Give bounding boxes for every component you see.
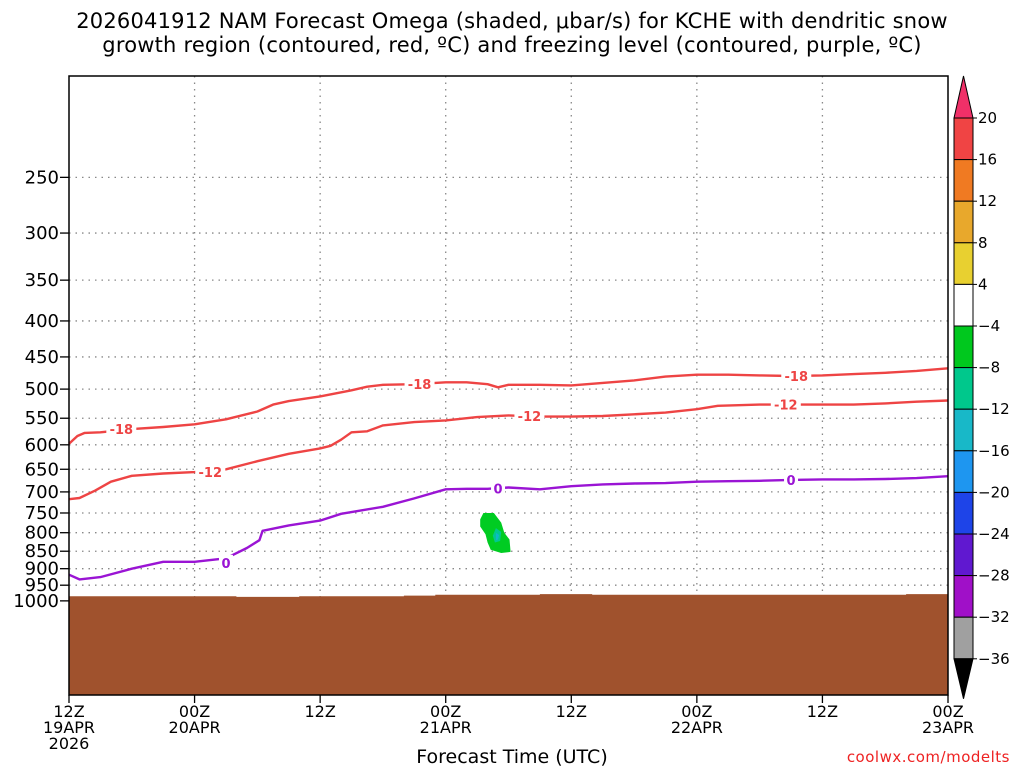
colorbar-segment xyxy=(953,200,974,244)
colorbar-label: −20 xyxy=(978,483,1010,501)
terrain-fill xyxy=(69,594,948,695)
y-tick-label: 250 xyxy=(25,167,59,188)
y-tick-label: 700 xyxy=(25,482,59,503)
contour-label-bg xyxy=(491,480,506,497)
y-tick-label: 300 xyxy=(25,223,59,244)
credit-text: coolwx.com/modelts xyxy=(846,748,1010,766)
colorbar-label: −12 xyxy=(978,400,1010,418)
colorbar-cap-bottom xyxy=(953,658,974,699)
x-tick-year: 2026 xyxy=(49,734,90,753)
x-tick-time: 12Z xyxy=(304,702,335,721)
x-tick-time: 12Z xyxy=(53,702,84,721)
y-tick-label: 600 xyxy=(25,435,59,456)
omega-shading xyxy=(480,513,511,553)
y-tick-label: 400 xyxy=(25,311,59,332)
x-tick-time: 00Z xyxy=(430,702,461,721)
colorbar-label: 4 xyxy=(978,275,988,293)
contour-labels: -18 -18 -18 -12 -12 -12 0 0 0 xyxy=(106,368,812,572)
x-tick-time: 00Z xyxy=(932,702,963,721)
y-tick-label: 950 xyxy=(25,575,59,596)
colorbar-segment xyxy=(953,491,974,535)
colorbar-label: −32 xyxy=(978,608,1010,626)
contour-label: 0 xyxy=(787,474,796,489)
contour-line-1 xyxy=(68,399,949,501)
colorbar-label: −4 xyxy=(978,317,1000,335)
x-tick-date: 23APR xyxy=(922,718,974,737)
x-tick-date: 21APR xyxy=(420,718,472,737)
colorbar-segment xyxy=(953,159,974,202)
y-tick-label: 850 xyxy=(25,541,59,562)
colorbar-cap-top xyxy=(953,75,974,119)
chart-title-line-1: 2026041912 NAM Forecast Omega (shaded, μ… xyxy=(76,9,948,33)
x-tick-date: 20APR xyxy=(169,718,221,737)
colorbar-label: 8 xyxy=(978,234,988,252)
colorbar-segment xyxy=(953,283,974,327)
x-tick-date: 19APR xyxy=(43,718,95,737)
x-tick-date: 22APR xyxy=(671,718,723,737)
colorbar-segment xyxy=(953,242,974,285)
contour-label: -12 xyxy=(518,410,542,425)
contour-label-bg xyxy=(781,368,812,385)
colorbar-label: −24 xyxy=(978,525,1010,543)
contour-line-0 xyxy=(68,367,949,445)
colorbar-segment xyxy=(953,117,974,161)
terrain xyxy=(69,594,948,695)
contour-label-bg xyxy=(404,376,435,393)
y-tick-label: 650 xyxy=(25,459,59,480)
colorbar-label: 12 xyxy=(978,192,997,210)
contour-label-bg xyxy=(195,464,226,481)
colorbar-segment xyxy=(953,616,974,660)
contour-label: -18 xyxy=(785,370,809,385)
contour-label: -18 xyxy=(110,423,134,438)
y-axis: 2503003504004505005506006507007508008509… xyxy=(13,167,69,612)
y-tick-label: 350 xyxy=(25,270,59,291)
colorbar-label: −16 xyxy=(978,442,1010,460)
x-axis-label: Forecast Time (UTC) xyxy=(416,746,608,768)
colorbar-label: 20 xyxy=(978,109,997,127)
x-tick-time: 12Z xyxy=(556,702,587,721)
x-tick-time: 00Z xyxy=(179,702,210,721)
contour-label-bg xyxy=(514,408,545,425)
colorbar-segment xyxy=(953,575,974,618)
colorbar-segment xyxy=(953,325,974,369)
contour-label: 0 xyxy=(221,557,230,572)
colorbar-segment xyxy=(953,408,974,452)
y-tick-label: 750 xyxy=(25,503,59,524)
y-tick-label: 500 xyxy=(25,379,59,400)
y-tick-label: 1000 xyxy=(13,591,59,612)
chart-title-line-2: growth region (contoured, red, ºC) and f… xyxy=(102,33,922,57)
contour-label: -18 xyxy=(408,378,432,393)
y-tick-label: 800 xyxy=(25,523,59,544)
colorbar-segment xyxy=(953,367,974,410)
contour-label-bg xyxy=(106,421,137,438)
plot-frame xyxy=(68,75,949,696)
colorbar-label: 16 xyxy=(978,151,997,169)
contour-label-bg xyxy=(784,471,799,488)
colorbar-segment xyxy=(953,450,974,493)
contour-label-bg xyxy=(770,396,801,413)
x-tick-time: 00Z xyxy=(681,702,712,721)
colorbar: 20 16 12 8 4 −4 −8 −12 −16 −20 −24 −28 −32 −36 xyxy=(953,75,1010,699)
omega-region-2 xyxy=(495,532,500,541)
colorbar-label: −28 xyxy=(978,567,1010,585)
contour-label: -12 xyxy=(199,466,223,481)
y-tick-label: 900 xyxy=(25,559,59,580)
x-tick-time: 12Z xyxy=(807,702,838,721)
colorbar-label: −8 xyxy=(978,359,1000,377)
colorbar-segment xyxy=(953,533,974,577)
contour-label-bg xyxy=(218,554,233,571)
y-tick-label: 450 xyxy=(25,347,59,368)
y-tick-label: 550 xyxy=(25,408,59,429)
contour-label: -12 xyxy=(774,399,798,414)
contour-label: 0 xyxy=(494,482,503,497)
contour-line-2 xyxy=(68,475,949,581)
colorbar-label: −36 xyxy=(978,650,1010,668)
